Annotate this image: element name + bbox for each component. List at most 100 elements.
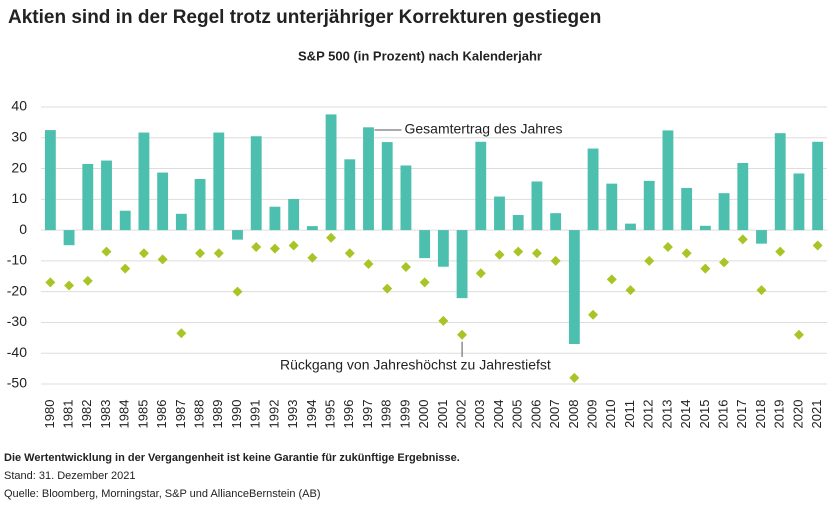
date-note: Stand: 31. Dezember 2021 (4, 470, 135, 482)
bar (101, 160, 112, 231)
bar (718, 193, 730, 231)
diamond-marker (625, 285, 636, 296)
diamond-marker (588, 309, 599, 320)
diamond-marker (382, 283, 393, 294)
bar (306, 226, 318, 231)
x-tick-label: 1996 (341, 400, 356, 429)
x-tick-label: 2010 (603, 400, 618, 429)
x-tick-label: 2007 (547, 400, 562, 429)
diamond-marker (606, 274, 617, 285)
bar (157, 172, 169, 231)
x-tick-label: 1988 (192, 400, 207, 429)
bar (344, 159, 356, 231)
diamond-marker (120, 263, 131, 274)
bar (213, 132, 225, 231)
x-tick-label: 2006 (528, 400, 543, 429)
x-tick-label: 2008 (566, 400, 581, 429)
x-tick-label: 2016 (716, 400, 731, 429)
y-tick-label: 40 (11, 98, 27, 114)
diamond-marker (775, 246, 786, 257)
bar (550, 213, 562, 231)
x-tick-label: 1993 (285, 400, 300, 429)
diamond-marker (269, 243, 280, 254)
bar (363, 127, 374, 231)
x-tick-label: 2011 (622, 400, 637, 428)
bar (437, 230, 449, 267)
diamond-marker (475, 268, 486, 279)
x-tick-label: 1995 (323, 400, 338, 429)
diamond-marker (157, 254, 168, 265)
diamond-marker (513, 246, 524, 257)
x-tick-label: 2009 (585, 400, 600, 429)
y-tick-label: -20 (7, 282, 27, 298)
diamond-marker (457, 329, 468, 340)
y-tick-label: 30 (11, 128, 27, 144)
x-tick-label: 2005 (510, 400, 525, 429)
x-tick-label: 2015 (697, 400, 712, 429)
x-tick-label: 1992 (266, 400, 281, 429)
x-tick-label: 2004 (491, 400, 506, 429)
diamond-marker (550, 255, 561, 266)
annotation: Rückgang von Jahreshöchst zu Jahrestiefs… (280, 357, 551, 373)
bar (606, 183, 618, 231)
diamond-marker (232, 286, 243, 297)
diamond-marker (644, 255, 655, 266)
diamond-marker (251, 242, 262, 253)
bar (737, 163, 749, 231)
bar (381, 142, 393, 231)
diamond-marker (101, 246, 112, 257)
x-tick-label: 1997 (360, 400, 375, 429)
bar (82, 163, 94, 231)
x-tick-label: 1994 (304, 400, 319, 429)
bar (494, 196, 505, 231)
bar (175, 213, 187, 231)
bar (643, 180, 655, 231)
bar (119, 210, 131, 231)
x-tick-label: 1980 (42, 400, 57, 429)
bar (456, 230, 468, 299)
chart-subtitle: S&P 500 (in Prozent) nach Kalenderjahr (298, 48, 542, 63)
x-tick-label: 1998 (379, 400, 394, 429)
x-tick-label: 2012 (641, 400, 656, 429)
diamond-marker (288, 240, 299, 251)
diamond-marker (438, 315, 449, 326)
x-tick-label: 1981 (61, 400, 76, 429)
disclaimer: Die Wertentwicklung in der Vergangenheit… (4, 452, 460, 464)
x-tick-label: 1991 (248, 400, 263, 429)
diamond-marker (719, 257, 730, 268)
x-tick-label: 2017 (734, 400, 749, 429)
bar (512, 215, 524, 231)
diamond-marker (662, 242, 673, 253)
diamond-marker (793, 329, 804, 340)
diamond-marker (700, 263, 711, 274)
bar (774, 133, 786, 231)
diamond-marker (195, 248, 206, 259)
bar (625, 223, 636, 231)
bar (250, 136, 262, 231)
x-tick-label: 2001 (435, 400, 450, 429)
diamond-marker (400, 262, 411, 273)
diamond-marker (307, 252, 318, 263)
diamond-marker (45, 277, 56, 288)
y-tick-label: 10 (11, 190, 27, 206)
x-tick-label: 1984 (117, 400, 132, 429)
x-tick-label: 1986 (154, 400, 169, 429)
chart-title: Aktien sind in der Regel trotz unterjähr… (8, 7, 601, 28)
x-tick-label: 1983 (98, 400, 113, 429)
y-tick-label: -30 (7, 313, 27, 329)
diamond-marker (681, 248, 692, 259)
y-tick-label: -50 (7, 375, 27, 391)
diamond-marker (176, 328, 187, 339)
y-tick-label: -40 (7, 344, 27, 360)
bar (756, 230, 767, 244)
bar (568, 230, 580, 344)
x-tick-label: 1987 (173, 400, 188, 429)
diamond-marker (213, 248, 224, 259)
x-tick-label: 2018 (753, 400, 768, 429)
diamond-marker (494, 249, 505, 260)
x-tick-label: 2020 (790, 400, 805, 429)
bar (194, 179, 206, 231)
diamond-marker (326, 232, 337, 243)
bar (475, 141, 487, 231)
